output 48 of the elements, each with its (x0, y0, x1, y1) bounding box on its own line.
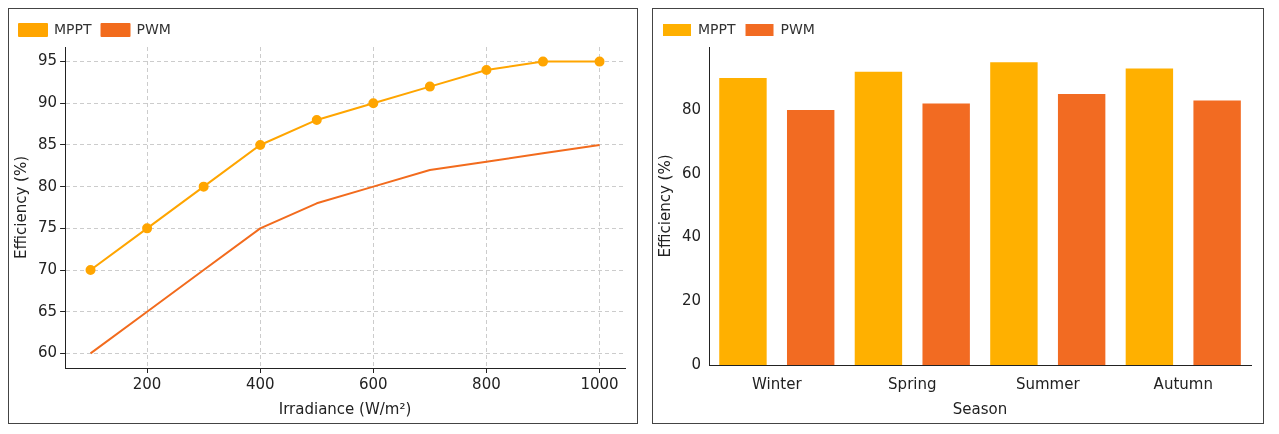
y-axis-title: Efficiency (%) (655, 154, 674, 258)
point (85, 265, 96, 276)
legend-label: PWM (780, 20, 815, 37)
x-tick-label: 1000 (580, 374, 619, 393)
x-tick-label: 800 (472, 374, 501, 393)
point (142, 223, 153, 234)
y-tick-label: 85 (37, 134, 58, 153)
bar (922, 103, 970, 365)
x-tick-label: 400 (245, 374, 275, 393)
x-tick-label: Spring (888, 374, 937, 393)
point (255, 139, 266, 150)
y-tick-label: 60 (681, 163, 702, 182)
x-axis-title: Irradiance (W/m²) (278, 399, 412, 418)
y-axis-title: Efficiency (%) (11, 156, 30, 259)
y-tick-label: 60 (37, 343, 58, 362)
y-tick-label: 40 (681, 227, 702, 246)
x-tick-label: 600 (359, 374, 388, 393)
bar (719, 78, 767, 365)
y-tick-label: 90 (37, 93, 58, 112)
y-tick-label: 80 (681, 99, 702, 118)
x-tick-label: Autumn (1153, 374, 1213, 393)
x-tick-label: Winter (752, 374, 803, 393)
bar (990, 62, 1038, 365)
bar (1193, 100, 1241, 365)
point (594, 56, 605, 67)
point (311, 114, 322, 125)
point (368, 98, 379, 109)
y-tick-label: 95 (37, 51, 58, 70)
bar (786, 109, 835, 365)
point (537, 56, 548, 67)
y-tick-label: 20 (681, 291, 702, 310)
bar (854, 71, 903, 365)
legend-label: PWM (136, 20, 171, 37)
bar (1125, 68, 1174, 365)
point (198, 181, 209, 192)
x-tick-label: 200 (132, 374, 162, 393)
legend-label: MPPT (54, 20, 92, 37)
point (424, 81, 435, 92)
x-tick-label: Summer (1015, 374, 1081, 393)
legend-label: MPPT (698, 20, 736, 37)
y-tick-label: 0 (691, 354, 702, 373)
y-tick-label: 80 (37, 176, 58, 195)
bar (1057, 94, 1106, 365)
y-tick-label: 65 (37, 301, 58, 320)
y-tick-label: 75 (37, 218, 58, 237)
x-axis-title: Season (952, 399, 1008, 418)
point (481, 64, 492, 75)
y-tick-label: 70 (37, 259, 58, 278)
